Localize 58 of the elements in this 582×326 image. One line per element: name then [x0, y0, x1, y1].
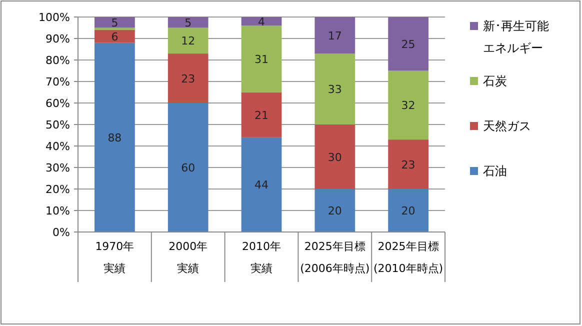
- y-tick-label: 40%: [46, 140, 70, 153]
- x-tick-label: 2025年目標 (2010年時点): [374, 240, 444, 275]
- data-label: 20: [328, 204, 342, 218]
- data-label: 33: [328, 83, 342, 96]
- bar: [168, 17, 208, 28]
- x-tick-label: 2025年目標 (2006年時点): [300, 240, 370, 275]
- legend-label: 天然ガス: [483, 119, 531, 133]
- data-label: 23: [181, 72, 196, 86]
- bar: [388, 70, 428, 140]
- y-tick-label: 90%: [46, 32, 70, 46]
- bar: [94, 42, 135, 232]
- data-label: 5: [184, 16, 192, 30]
- bar: [241, 137, 282, 232]
- y-tick-label: 0%: [52, 226, 70, 239]
- data-label: 20: [401, 204, 416, 218]
- bar: [314, 17, 356, 54]
- x-tick-label: 2010年実績: [242, 240, 281, 275]
- data-label: 88: [108, 131, 122, 144]
- legend-label: 石炭: [483, 74, 507, 88]
- bar: [168, 28, 208, 54]
- bar: [388, 140, 428, 189]
- legend-label: 石油: [483, 164, 507, 178]
- data-label: 25: [401, 38, 416, 51]
- y-tick-label: 10%: [46, 204, 70, 218]
- data-label: 32: [401, 99, 416, 112]
- data-label: 5: [111, 16, 118, 30]
- bar: [314, 54, 356, 124]
- data-label: 31: [254, 52, 268, 66]
- x-tick-label: 2000年実績: [168, 240, 208, 275]
- y-tick-label: 50%: [46, 118, 70, 132]
- bar: [94, 17, 135, 28]
- data-label: 60: [181, 162, 196, 174]
- legend-label: 新･再生可能エネルギー: [483, 19, 549, 55]
- data-label: 4: [258, 15, 265, 28]
- y-tick-label: 70%: [46, 76, 70, 88]
- y-tick-label: 30%: [46, 162, 70, 174]
- bar: [388, 17, 428, 71]
- data-label: 12: [181, 34, 196, 48]
- y-tick-label: 100%: [38, 11, 70, 24]
- bar: [241, 92, 282, 138]
- data-label: 44: [254, 178, 268, 192]
- y-tick-label: 20%: [46, 183, 70, 196]
- bar: [168, 54, 208, 103]
- bar: [388, 189, 428, 232]
- bar: [168, 103, 208, 232]
- data-label: 23: [401, 158, 416, 172]
- data-label: 6: [111, 30, 118, 44]
- y-tick-label: 80%: [46, 54, 70, 67]
- bar: [314, 124, 356, 189]
- y-tick-label: 60%: [46, 97, 70, 110]
- data-label: 21: [254, 108, 268, 122]
- bar: [94, 30, 135, 43]
- bar: [314, 189, 356, 232]
- bar: [241, 26, 282, 92]
- x-tick-label: 1970年実績: [95, 240, 134, 275]
- bar: [241, 17, 282, 26]
- data-label: 17: [328, 29, 342, 42]
- data-label: 30: [328, 150, 342, 164]
